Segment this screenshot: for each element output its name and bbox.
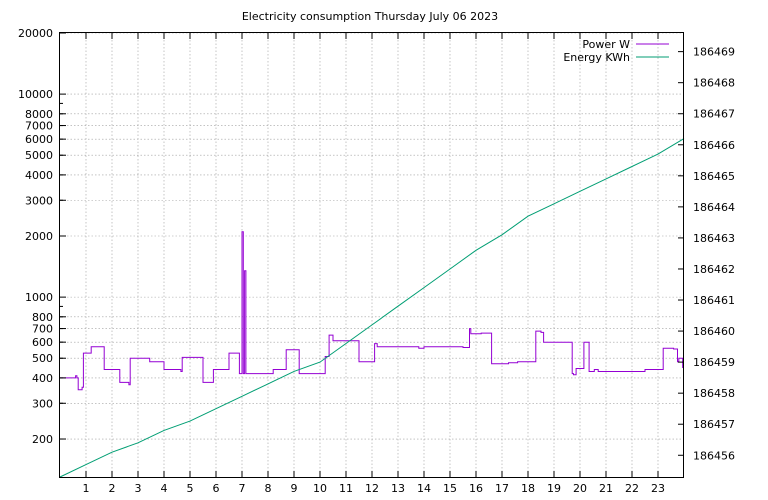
- y2-tick-label: 186456: [693, 449, 735, 462]
- y-tick-label: 200: [32, 433, 53, 446]
- power-w-line: [60, 231, 684, 391]
- y2-tick-label: 186457: [693, 418, 735, 431]
- x-tick-label: 4: [161, 482, 168, 495]
- y-tick-label: 300: [32, 397, 53, 410]
- x-tick-label: 3: [135, 482, 142, 495]
- y-tick-label: 5000: [25, 149, 53, 162]
- y-tick-label: 4000: [25, 169, 53, 182]
- legend-label: Power W: [582, 38, 630, 51]
- x-tick-label: 7: [239, 482, 246, 495]
- y2-tick-label: 186466: [693, 139, 735, 152]
- x-tick-label: 8: [265, 482, 272, 495]
- y2-tick-label: 186464: [693, 201, 735, 214]
- x-tick-label: 1: [83, 482, 90, 495]
- y2-tick-label: 186465: [693, 170, 735, 183]
- x-tick-label: 15: [443, 482, 457, 495]
- x-tick-label: 17: [495, 482, 509, 495]
- axes: 1 2 3 4 5 6 7 8 9 10 11 12 13 14 15 16 17 18 19 20 21 22 23200…: [18, 27, 735, 495]
- y2-tick-label: 186469: [693, 46, 735, 59]
- y-tick-label: 1000: [25, 291, 53, 304]
- x-tick-label: 13: [391, 482, 405, 495]
- y2-tick-label: 186462: [693, 263, 735, 276]
- x-tick-label: 18: [521, 482, 535, 495]
- x-tick-label: 9: [291, 482, 298, 495]
- y-tick-label: 600: [32, 336, 53, 349]
- x-tick-label: 10: [313, 482, 327, 495]
- y-tick-label: 7000: [25, 120, 53, 133]
- y-tick-label: 8000: [25, 108, 53, 121]
- x-tick-label: 23: [651, 482, 665, 495]
- chart-title: Electricity consumption Thursday July 06…: [242, 10, 498, 23]
- x-tick-label: 14: [417, 482, 431, 495]
- y2-tick-label: 186460: [693, 325, 735, 338]
- energy-kwh-line: [59, 138, 685, 478]
- y-tick-label: 10000: [18, 88, 53, 101]
- x-tick-label: 2: [109, 482, 116, 495]
- legend-label: Energy KWh: [563, 51, 630, 64]
- y-tick-label: 20000: [18, 27, 53, 40]
- y2-tick-label: 186459: [693, 356, 735, 369]
- x-tick-label: 11: [339, 482, 353, 495]
- y-tick-label: 800: [32, 311, 53, 324]
- plot-frame: [59, 32, 684, 478]
- y2-tick-label: 186458: [693, 387, 735, 400]
- y-tick-label: 6000: [25, 133, 53, 146]
- x-tick-label: 22: [625, 482, 639, 495]
- y2-tick-label: 186461: [693, 294, 735, 307]
- y2-tick-label: 186468: [693, 77, 735, 90]
- y-tick-label: 3000: [25, 194, 53, 207]
- y-tick-label: 500: [32, 352, 53, 365]
- x-tick-label: 19: [547, 482, 561, 495]
- x-tick-label: 20: [573, 482, 587, 495]
- y-tick-label: 2000: [25, 230, 53, 243]
- x-tick-label: 5: [187, 482, 194, 495]
- y2-tick-label: 186467: [693, 108, 735, 121]
- x-tick-label: 21: [599, 482, 613, 495]
- x-tick-label: 6: [213, 482, 220, 495]
- grid: [60, 32, 684, 477]
- x-tick-label: 12: [365, 482, 379, 495]
- y-tick-label: 400: [32, 372, 53, 385]
- x-tick-label: 16: [469, 482, 483, 495]
- y2-tick-label: 186463: [693, 232, 735, 245]
- plot-area: [59, 138, 685, 478]
- y-tick-label: 700: [32, 323, 53, 336]
